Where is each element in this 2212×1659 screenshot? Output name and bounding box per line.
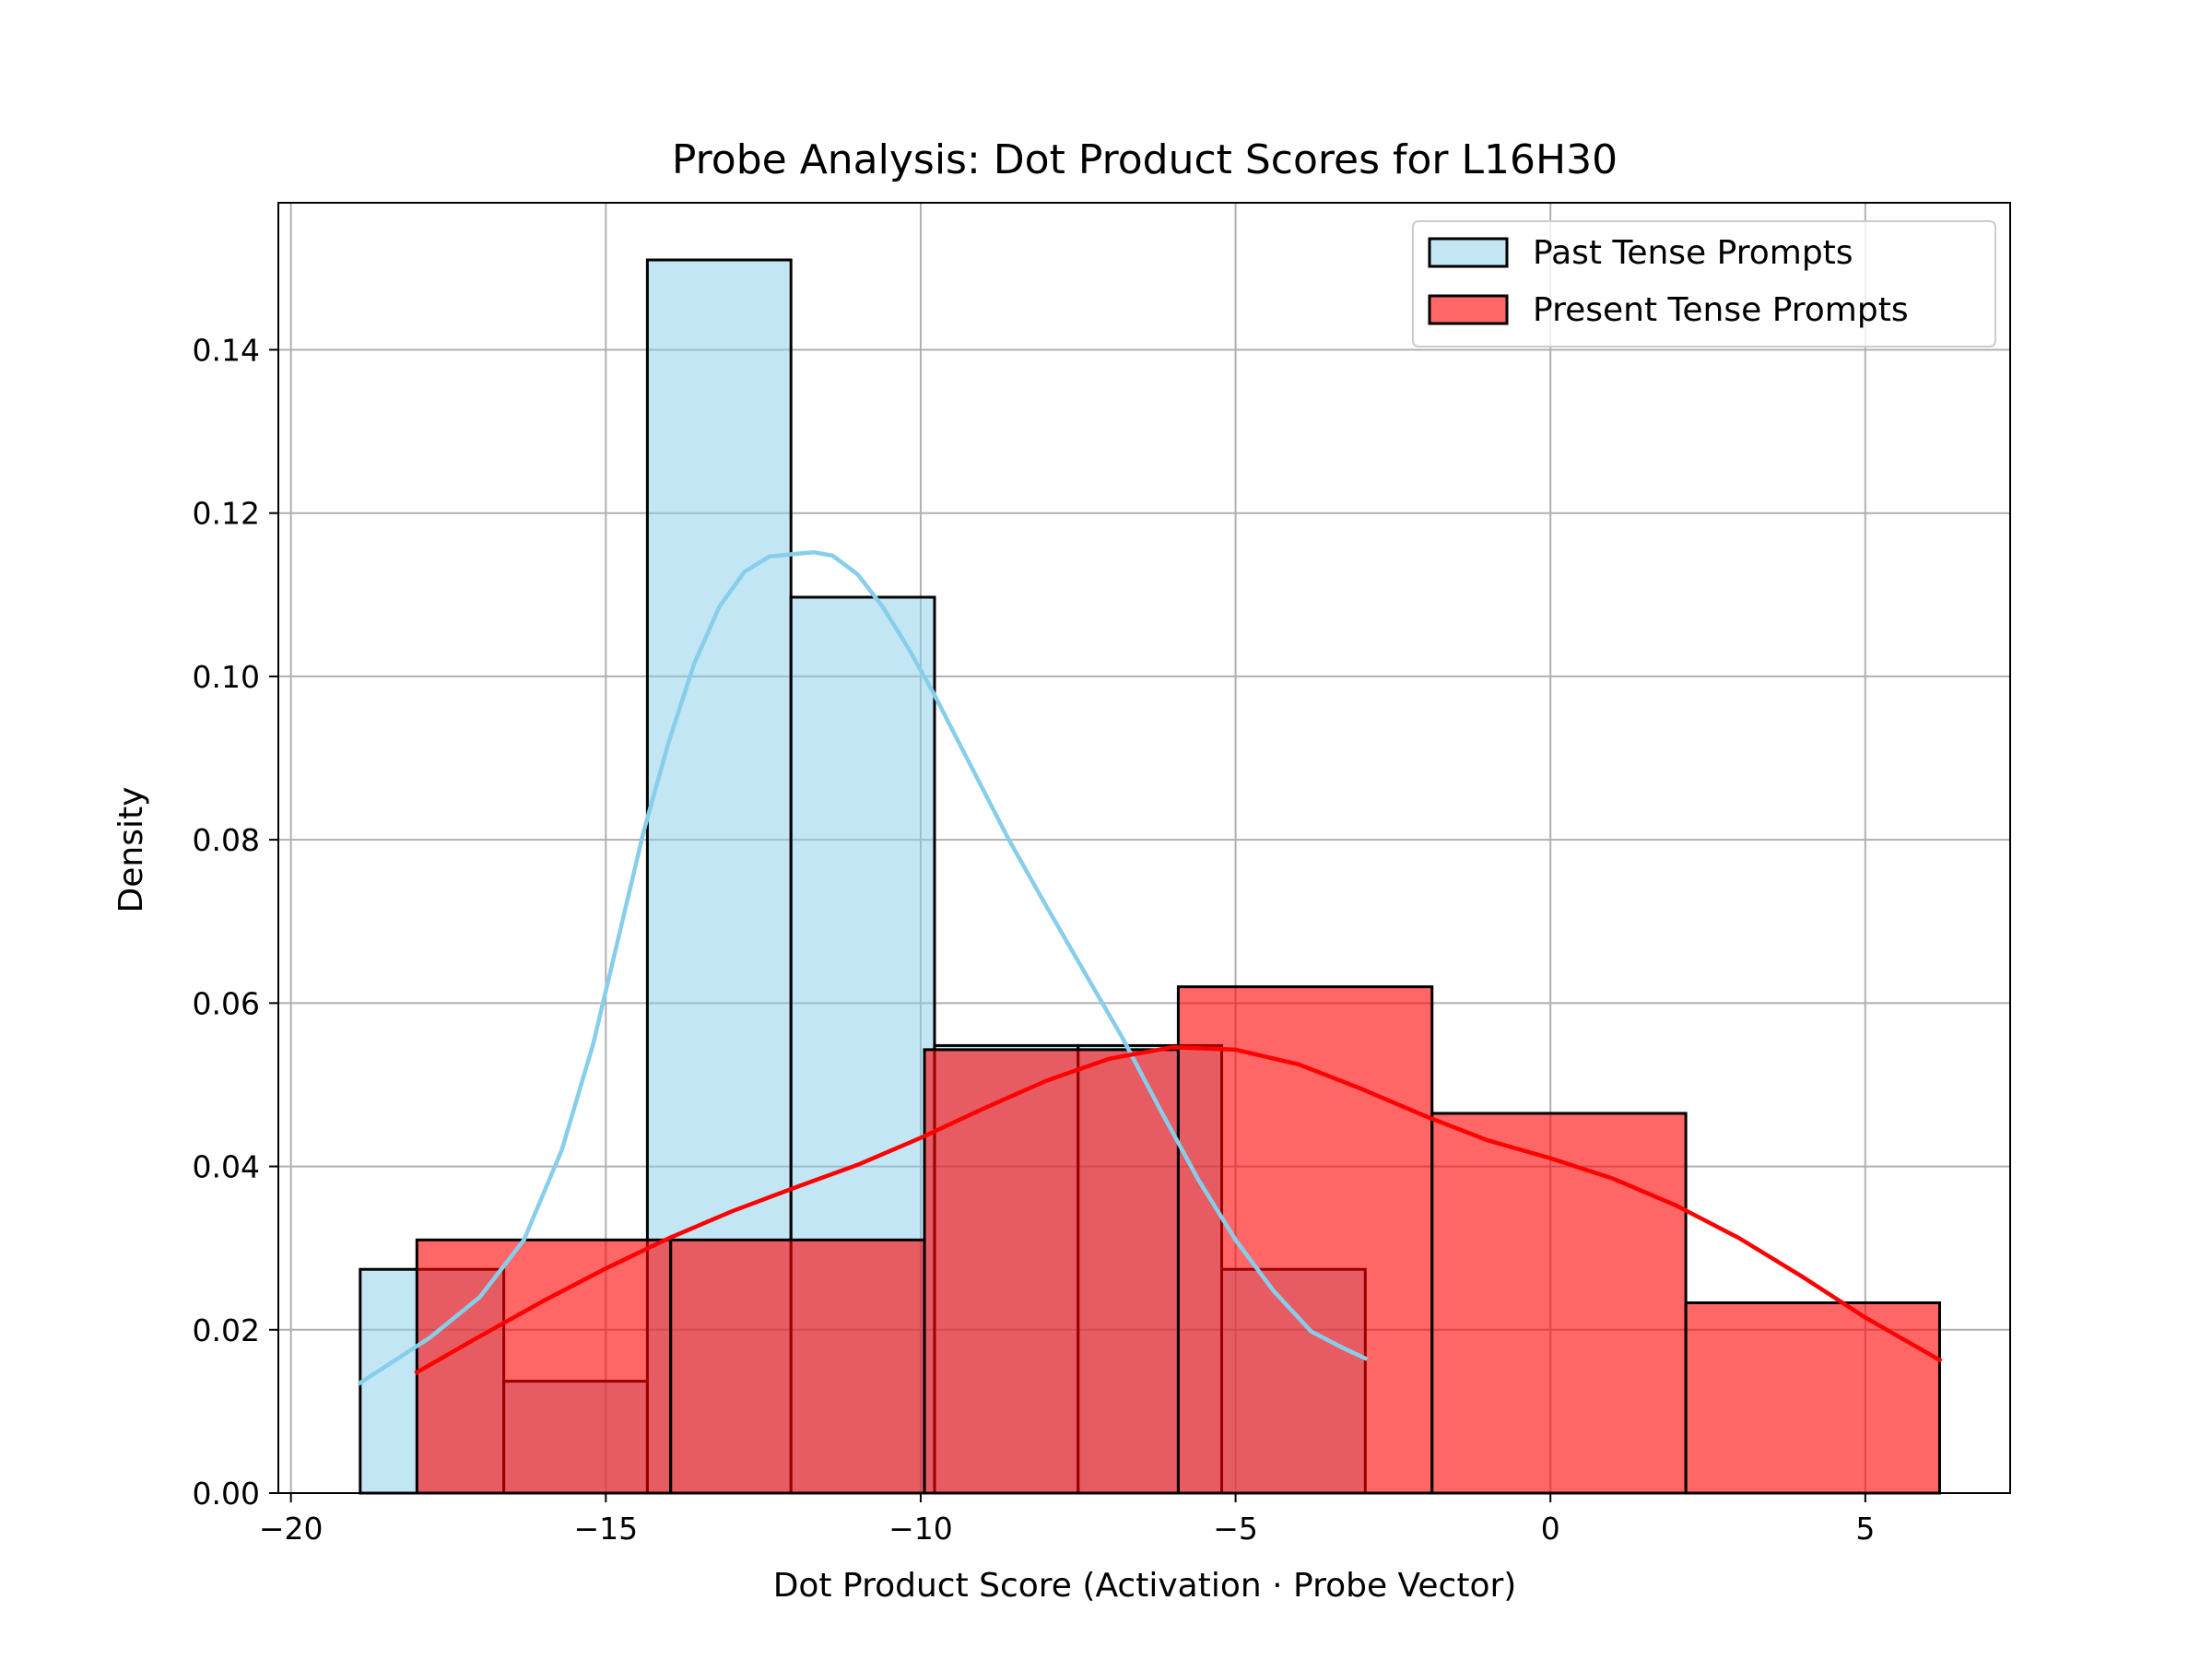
x-axis-label: Dot Product Score (Activation · Probe Ve… — [773, 1567, 1517, 1605]
histogram-bar-series-2 — [669, 1238, 926, 1495]
histogram-bar-series-2 — [1176, 985, 1434, 1495]
y-tick-label: 0.14 — [193, 332, 260, 368]
x-tick-label: −15 — [573, 1511, 638, 1547]
kde-curve-series-1 — [357, 549, 1369, 1386]
histogram-bar-series-2 — [415, 1238, 673, 1495]
x-tick-label: 5 — [1855, 1511, 1875, 1547]
x-tick-label: −5 — [1213, 1511, 1258, 1547]
legend: Past Tense Prompts Present Tense Prompts — [1412, 220, 1996, 347]
histogram-bar-series-2 — [1430, 1112, 1688, 1495]
x-tick-label: −20 — [259, 1511, 324, 1547]
y-tick-label: 0.02 — [193, 1312, 260, 1348]
legend-label: Past Tense Prompts — [1533, 234, 1853, 272]
y-tick-label: 0.04 — [193, 1149, 260, 1185]
kde-curve-series-2 — [414, 1044, 1943, 1375]
axis-ticks: −20 −15 −10 −5 0 5 0.00 0.02 0.04 0.06 0.08 0.10 0.1… — [193, 332, 1876, 1547]
x-tick-label: 0 — [1541, 1511, 1560, 1547]
kde-curves — [357, 549, 1943, 1386]
legend-swatch — [1428, 237, 1509, 268]
legend-box — [1412, 220, 1996, 347]
y-tick-label: 0.00 — [193, 1476, 260, 1512]
plot-frame — [277, 202, 2011, 1494]
histogram-bar-series-2 — [1684, 1301, 1941, 1495]
chart-title: Probe Analysis: Dot Product Scores for L… — [672, 136, 1618, 183]
histogram-bars — [359, 258, 1941, 1495]
y-tick-label: 0.10 — [193, 659, 260, 695]
y-axis-label: Density — [112, 787, 150, 913]
y-tick-label: 0.08 — [193, 822, 260, 858]
x-tick-label: −10 — [888, 1511, 953, 1547]
y-tick-label: 0.12 — [193, 496, 260, 532]
legend-label: Present Tense Prompts — [1533, 291, 1909, 329]
y-tick-label: 0.06 — [193, 985, 260, 1021]
legend-swatch — [1428, 294, 1509, 325]
